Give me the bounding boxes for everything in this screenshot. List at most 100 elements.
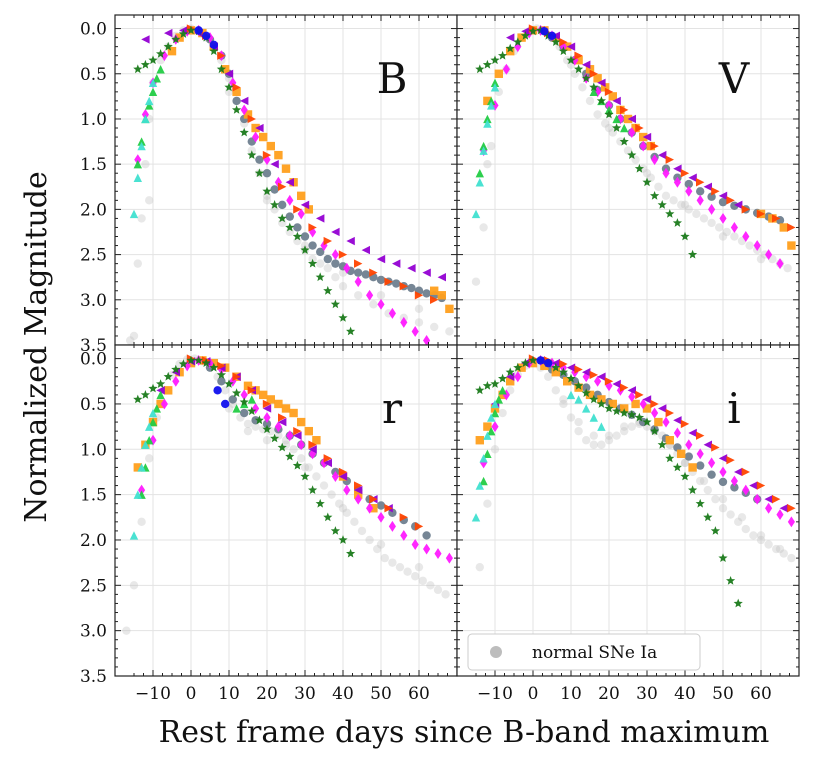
data-point <box>520 31 530 40</box>
data-point <box>262 424 272 434</box>
data-point <box>338 472 348 481</box>
data-point <box>528 355 538 365</box>
data-point <box>673 416 682 425</box>
data-point <box>680 458 690 468</box>
data-point <box>243 381 253 391</box>
data-point <box>323 458 332 468</box>
data-point <box>479 223 488 232</box>
data-point <box>209 362 219 372</box>
data-point <box>514 371 522 383</box>
data-point <box>726 576 736 585</box>
data-point <box>376 275 386 285</box>
data-point <box>620 383 629 392</box>
data-point <box>133 64 143 74</box>
data-point <box>293 205 302 214</box>
data-point <box>680 200 690 210</box>
data-point <box>536 356 545 365</box>
data-point <box>277 442 287 452</box>
data-point <box>395 562 405 572</box>
data-point <box>330 526 340 535</box>
data-point <box>137 517 146 527</box>
data-point <box>574 64 584 74</box>
data-point <box>251 422 260 431</box>
data-point <box>665 436 674 445</box>
data-point <box>266 141 275 151</box>
data-point <box>346 548 356 558</box>
data-point <box>707 470 716 479</box>
data-point <box>232 96 241 106</box>
data-point <box>293 431 302 440</box>
data-point <box>627 114 636 124</box>
data-point <box>718 504 728 513</box>
x-tick-label: 40 <box>674 684 696 704</box>
data-point <box>730 232 739 241</box>
data-point <box>745 241 754 250</box>
data-point <box>544 358 553 368</box>
data-point <box>753 240 761 252</box>
data-point <box>635 123 644 133</box>
data-point <box>672 218 682 227</box>
data-point <box>680 458 690 468</box>
data-point <box>475 385 485 395</box>
data-point <box>612 379 621 389</box>
data-point <box>239 127 249 137</box>
data-point <box>331 249 339 261</box>
data-point <box>300 232 310 241</box>
data-point <box>559 395 568 404</box>
data-point <box>726 196 735 205</box>
data-point <box>696 178 705 187</box>
data-point <box>642 395 652 404</box>
data-point <box>551 362 561 372</box>
data-point <box>201 358 211 367</box>
data-point <box>673 164 682 173</box>
data-point <box>581 388 591 397</box>
data-point <box>145 422 154 431</box>
data-point <box>574 395 583 404</box>
data-point <box>662 416 670 428</box>
data-point <box>232 388 242 397</box>
data-point <box>696 194 704 206</box>
data-point <box>441 590 450 599</box>
data-point <box>338 535 348 544</box>
data-point <box>134 154 142 166</box>
data-point <box>172 375 180 387</box>
data-point <box>247 406 257 416</box>
data-point <box>559 370 568 380</box>
data-point <box>414 304 424 314</box>
data-point <box>133 490 142 499</box>
data-point <box>316 247 325 257</box>
data-point <box>483 449 492 459</box>
data-point <box>680 471 690 481</box>
data-point <box>141 114 150 124</box>
data-point <box>293 223 302 232</box>
data-point <box>414 318 424 327</box>
data-point <box>475 481 484 490</box>
data-point <box>726 455 735 465</box>
data-point <box>145 436 154 445</box>
data-point <box>619 408 629 417</box>
panel-points <box>471 354 796 608</box>
data-point <box>787 516 795 528</box>
data-point <box>148 383 158 393</box>
data-point <box>354 291 363 300</box>
data-point <box>475 64 485 74</box>
data-point <box>217 51 226 60</box>
x-tick-label: −10 <box>477 684 513 704</box>
data-point <box>711 494 720 504</box>
data-point <box>376 501 386 510</box>
data-point <box>240 96 249 106</box>
data-point <box>642 177 652 187</box>
data-point <box>418 576 427 585</box>
data-point <box>772 214 781 223</box>
data-point <box>696 187 705 196</box>
data-point <box>593 74 602 83</box>
data-point <box>601 119 610 128</box>
data-point <box>338 313 348 322</box>
data-point <box>710 526 720 535</box>
x-tick-label: 0 <box>528 684 539 704</box>
data-point <box>779 504 788 513</box>
data-point <box>156 379 166 388</box>
data-point <box>612 114 621 124</box>
data-point <box>651 154 659 166</box>
data-point <box>323 454 332 463</box>
